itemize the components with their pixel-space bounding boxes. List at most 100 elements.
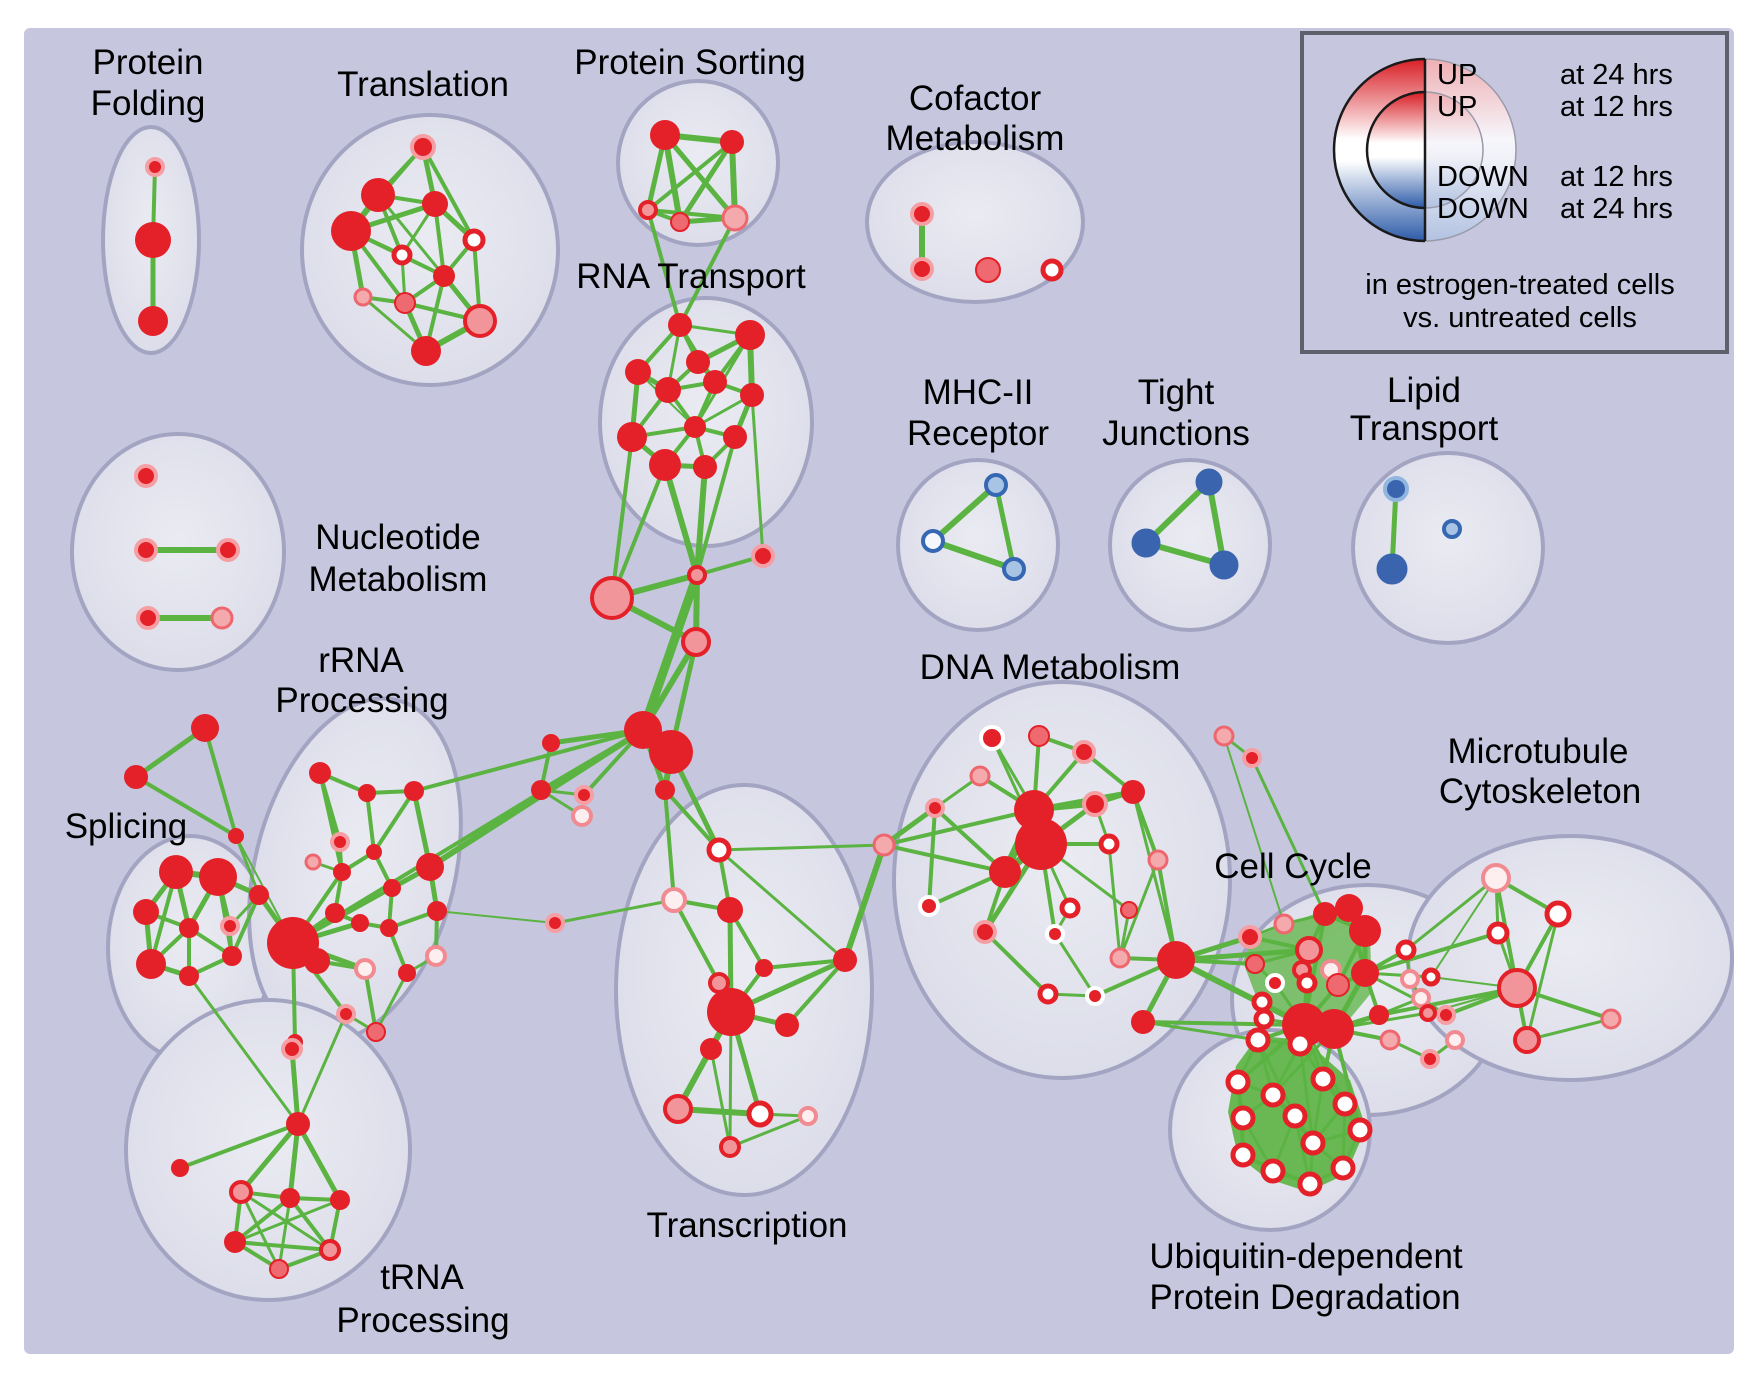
network-edge [717, 843, 886, 852]
gene-node-t7 [353, 287, 373, 307]
network-edge [372, 789, 416, 854]
network-edge [663, 788, 721, 852]
cluster-ellipse-dna-metabolism [892, 680, 1232, 1080]
gene-node-u6 [1230, 1105, 1256, 1131]
gene-node-d4 [925, 798, 945, 818]
gene-node-cc12 [1351, 959, 1379, 987]
legend-time-label: at 24 hrs [1560, 59, 1673, 91]
network-edge [1298, 1042, 1315, 1145]
gene-node-mt3 [1497, 968, 1537, 1008]
gene-node-sp8 [249, 885, 269, 905]
gene-node-pf2 [138, 306, 168, 336]
cluster-label: Protein Sorting [574, 43, 806, 82]
cluster-label: Nucleotide [315, 518, 480, 557]
gene-node-rr18 [336, 1004, 356, 1024]
gene-node-j0 [1195, 468, 1223, 496]
network-edge [1430, 877, 1497, 978]
gene-node-rr17 [398, 964, 416, 982]
network-edge [287, 1121, 301, 1201]
network-edge [421, 145, 476, 242]
gene-node-t3 [331, 211, 371, 251]
gene-node-d17 [1037, 983, 1059, 1005]
gene-node-x1 [124, 765, 148, 789]
cluster-label: Metabolism [886, 119, 1065, 158]
network-edge [1141, 1020, 1260, 1042]
gene-node-d2 [1072, 740, 1096, 764]
gene-node-rr7 [416, 853, 444, 881]
gene-node-r1 [735, 320, 765, 350]
gene-node-cc24 [1445, 1030, 1465, 1050]
network-edge [646, 140, 734, 212]
gene-node-rr0 [309, 762, 331, 784]
gene-node-d8 [1082, 791, 1108, 817]
network-edge [882, 843, 1007, 874]
gene-node-rr3 [330, 832, 350, 852]
gene-node-d10 [1098, 833, 1120, 855]
gene-node-t4 [462, 228, 486, 252]
cluster-label: Folding [91, 84, 206, 123]
gene-node-d19 [1157, 941, 1195, 979]
gene-node-rr4 [304, 853, 322, 871]
legend-box [1300, 31, 1729, 354]
cluster-label: Protein [93, 43, 204, 82]
network-edge [638, 570, 702, 735]
gene-node-cc4 [1335, 894, 1363, 922]
cluster-ellipse-mhc-ii-receptor [896, 458, 1060, 632]
cluster-ellipse-trna-processing [124, 998, 412, 1302]
network-edge [1404, 876, 1498, 952]
gene-node-tr12 [775, 1013, 799, 1037]
gene-node-u2 [1225, 1069, 1251, 1095]
gene-node-tr9 [833, 948, 857, 972]
cluster-label: Cytoskeleton [1439, 772, 1641, 811]
gene-node-d11 [1147, 849, 1169, 871]
network-edge [234, 834, 261, 897]
gene-node-cc22 [1379, 1029, 1401, 1051]
gene-node-m0 [984, 473, 1008, 497]
gene-node-d22 [1242, 748, 1262, 768]
network-edge [1256, 1038, 1297, 1118]
gene-node-u11 [1330, 1155, 1356, 1181]
gene-node-l2 [1442, 519, 1462, 539]
legend-circle-inner-left [1365, 90, 1425, 210]
network-edge [662, 132, 738, 221]
gene-node-sp1 [199, 858, 237, 896]
gene-node-t5 [391, 244, 413, 266]
network-edge [709, 1047, 732, 1149]
cluster-ellipse-tight-junctions [1108, 458, 1272, 632]
gene-node-tr10 [707, 988, 755, 1036]
legend-note: vs. untreated cells [1403, 302, 1637, 334]
gene-node-sp0 [159, 855, 193, 889]
network-edge [1173, 947, 1312, 963]
network-edge [983, 930, 1050, 996]
gene-node-tc5 [330, 1190, 350, 1210]
network-edge [677, 139, 735, 225]
gene-node-d7 [989, 856, 1021, 888]
network-edge [134, 775, 238, 838]
network-edge [376, 193, 446, 278]
network-edge [277, 1196, 292, 1271]
network-edge [553, 898, 676, 925]
gene-node-tr1 [574, 785, 594, 805]
gene-node-r7 [617, 422, 647, 452]
gene-node-rr1 [358, 784, 376, 802]
network-edge [233, 1240, 332, 1252]
legend-time-label: at 12 hrs [1560, 161, 1673, 193]
network-edge [610, 435, 634, 600]
network-edge [230, 893, 261, 958]
network-edge [662, 462, 700, 578]
network-edge [695, 435, 737, 577]
gene-node-sp7 [222, 946, 242, 966]
gene-node-n1 [134, 538, 158, 562]
legend-circle-inner-right [1425, 91, 1484, 209]
network-edge [296, 1012, 348, 1126]
gene-node-d15 [1059, 897, 1081, 919]
cluster-label: MHC-II [923, 373, 1034, 412]
cluster-label: Tight [1138, 373, 1215, 412]
network-edge [187, 974, 300, 1126]
legend-direction-label: DOWN [1437, 193, 1529, 225]
cluster-ellipse-transcription [614, 783, 874, 1197]
gene-node-c1 [590, 576, 634, 620]
network-edge [436, 910, 556, 924]
gene-node-rr5 [333, 863, 351, 881]
